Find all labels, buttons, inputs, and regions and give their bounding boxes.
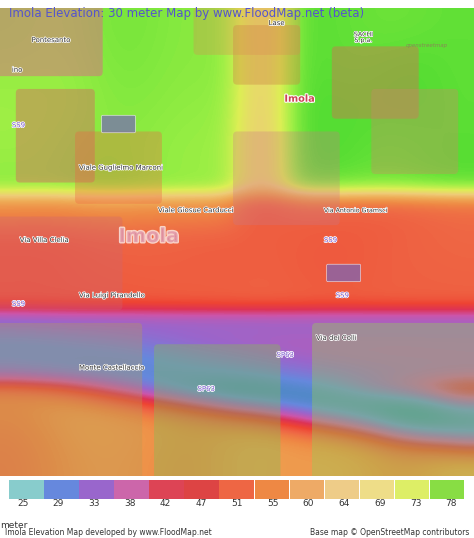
Text: 42: 42 — [160, 499, 171, 508]
Text: SS9: SS9 — [324, 237, 337, 243]
Bar — [219, 480, 254, 499]
FancyBboxPatch shape — [193, 4, 300, 55]
Text: Lase: Lase — [269, 20, 284, 26]
Bar — [45, 480, 79, 499]
Text: Via Antonio Gramsci: Via Antonio Gramsci — [324, 208, 388, 213]
FancyBboxPatch shape — [154, 344, 281, 480]
Text: openstreetmap: openstreetmap — [406, 43, 447, 48]
Text: 60: 60 — [303, 499, 314, 508]
FancyBboxPatch shape — [0, 323, 142, 480]
Text: SS9: SS9 — [336, 293, 349, 299]
Text: meter: meter — [0, 521, 27, 530]
Text: 51: 51 — [231, 499, 243, 508]
Text: Viale Giosue Carducci: Viale Giosue Carducci — [158, 207, 234, 213]
Bar — [290, 480, 324, 499]
Bar — [325, 480, 359, 499]
Text: Imola: Imola — [118, 227, 179, 246]
Text: Base map © OpenStreetMap contributors: Base map © OpenStreetMap contributors — [310, 528, 469, 537]
Bar — [149, 480, 184, 499]
Text: SACHI
S.p.a.: SACHI S.p.a. — [354, 32, 373, 43]
FancyBboxPatch shape — [327, 264, 361, 282]
Text: Monte Castellaccio: Monte Castellaccio — [79, 365, 145, 371]
Bar — [114, 480, 149, 499]
Text: Imola: Imola — [284, 94, 315, 104]
Text: ino: ino — [12, 67, 23, 73]
FancyBboxPatch shape — [16, 89, 95, 182]
FancyBboxPatch shape — [332, 46, 419, 119]
Bar — [184, 480, 219, 499]
FancyBboxPatch shape — [101, 115, 136, 133]
FancyBboxPatch shape — [312, 323, 474, 480]
Bar — [9, 480, 44, 499]
Text: 69: 69 — [374, 499, 386, 508]
Text: 64: 64 — [338, 499, 350, 508]
Text: SP63: SP63 — [198, 386, 215, 392]
Text: Imola Elevation: 30 meter Map by www.FloodMap.net (beta): Imola Elevation: 30 meter Map by www.Flo… — [9, 7, 365, 20]
Text: 33: 33 — [88, 499, 100, 508]
Text: SS9: SS9 — [12, 122, 25, 128]
FancyBboxPatch shape — [0, 4, 103, 76]
Text: Viale Guglielmo Marconi: Viale Guglielmo Marconi — [79, 165, 164, 171]
Bar — [429, 480, 464, 499]
Bar — [394, 480, 429, 499]
Text: 47: 47 — [196, 499, 207, 508]
Bar — [255, 480, 289, 499]
FancyBboxPatch shape — [233, 131, 340, 225]
Bar — [80, 480, 114, 499]
Text: Via Luigi Pirandello: Via Luigi Pirandello — [79, 293, 146, 299]
Text: 78: 78 — [446, 499, 457, 508]
Text: SS9: SS9 — [12, 301, 25, 307]
Text: 25: 25 — [17, 499, 28, 508]
Text: Via Villa Clelia: Via Villa Clelia — [20, 237, 69, 243]
Text: SP63: SP63 — [276, 352, 294, 358]
Text: Pontesanto: Pontesanto — [32, 37, 71, 43]
Text: 73: 73 — [410, 499, 421, 508]
Text: Imola Elevation Map developed by www.FloodMap.net: Imola Elevation Map developed by www.Flo… — [5, 528, 211, 537]
FancyBboxPatch shape — [0, 217, 122, 310]
Bar — [360, 480, 394, 499]
FancyBboxPatch shape — [75, 131, 162, 204]
Text: 29: 29 — [53, 499, 64, 508]
Text: 38: 38 — [124, 499, 136, 508]
Text: Via dei Colli: Via dei Colli — [316, 335, 357, 341]
Text: 55: 55 — [267, 499, 279, 508]
FancyBboxPatch shape — [371, 89, 458, 174]
FancyBboxPatch shape — [233, 25, 300, 84]
